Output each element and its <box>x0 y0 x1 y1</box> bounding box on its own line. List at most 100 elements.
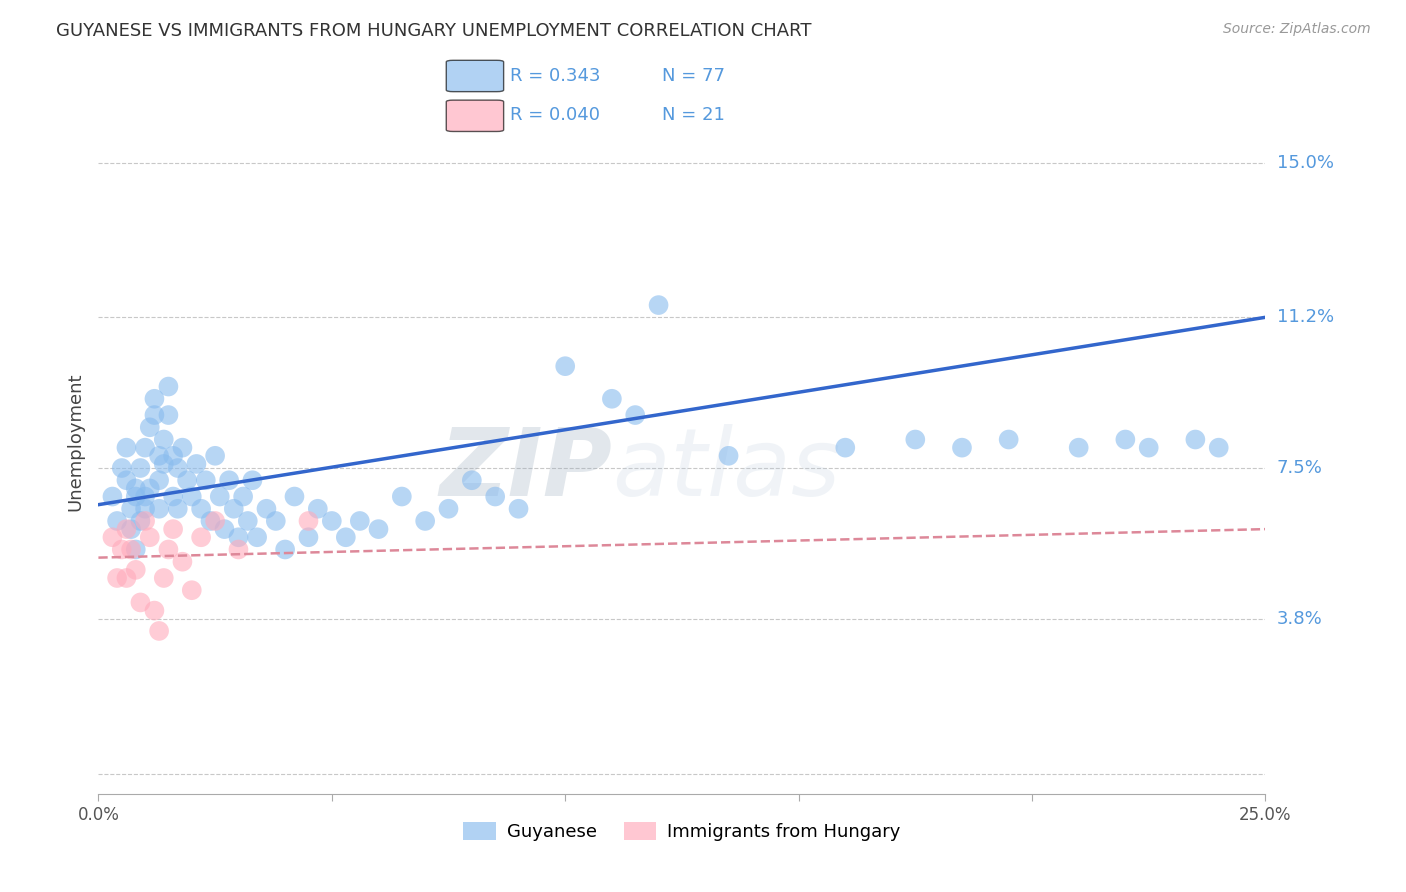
Point <box>190 530 212 544</box>
Point <box>717 449 740 463</box>
Legend: Guyanese, Immigrants from Hungary: Guyanese, Immigrants from Hungary <box>456 814 908 848</box>
Point <box>256 501 278 516</box>
Text: GUYANESE VS IMMIGRANTS FROM HUNGARY UNEMPLOYMENT CORRELATION CHART: GUYANESE VS IMMIGRANTS FROM HUNGARY UNEM… <box>56 22 811 40</box>
Point <box>274 542 297 557</box>
Point <box>162 490 184 504</box>
Point <box>101 530 124 544</box>
Point <box>214 522 236 536</box>
Point <box>157 408 180 422</box>
Text: Source: ZipAtlas.com: Source: ZipAtlas.com <box>1223 22 1371 37</box>
Point <box>228 542 250 557</box>
Point <box>120 501 142 516</box>
Point <box>115 571 138 585</box>
Point <box>204 449 226 463</box>
Point <box>125 482 148 496</box>
Point <box>600 392 623 406</box>
Point <box>125 542 148 557</box>
Point <box>111 542 134 557</box>
Point <box>1114 433 1136 447</box>
Point <box>105 571 128 585</box>
Point <box>190 501 212 516</box>
Point <box>647 298 669 312</box>
Point <box>129 461 152 475</box>
Point <box>166 461 188 475</box>
Point <box>152 571 174 585</box>
Point <box>508 501 530 516</box>
Y-axis label: Unemployment: Unemployment <box>66 372 84 511</box>
Point <box>236 514 259 528</box>
Point <box>232 490 254 504</box>
Point <box>180 490 202 504</box>
Point <box>950 441 973 455</box>
Point <box>391 490 413 504</box>
Text: N = 21: N = 21 <box>662 105 725 123</box>
Point <box>134 514 156 528</box>
Point <box>101 490 124 504</box>
Point <box>143 392 166 406</box>
Point <box>413 514 436 528</box>
Text: 15.0%: 15.0% <box>1277 153 1333 171</box>
Point <box>194 473 217 487</box>
Point <box>148 624 170 638</box>
Point <box>172 441 194 455</box>
Point <box>242 473 264 487</box>
Point <box>148 501 170 516</box>
Point <box>162 522 184 536</box>
Text: 7.5%: 7.5% <box>1277 459 1323 477</box>
Point <box>437 501 460 516</box>
Text: ZIP: ZIP <box>439 424 612 516</box>
Point <box>148 473 170 487</box>
Point <box>152 433 174 447</box>
Text: N = 77: N = 77 <box>662 67 725 85</box>
Point <box>200 514 222 528</box>
Point <box>904 433 927 447</box>
Point <box>1184 433 1206 447</box>
Point <box>172 555 194 569</box>
Point <box>166 501 188 516</box>
Point <box>105 514 128 528</box>
Point <box>180 583 202 598</box>
Point <box>461 473 484 487</box>
Point <box>264 514 287 528</box>
Point <box>125 490 148 504</box>
Point <box>120 522 142 536</box>
Point <box>125 563 148 577</box>
Point <box>208 490 231 504</box>
Point <box>1208 441 1230 455</box>
Point <box>134 441 156 455</box>
Point <box>204 514 226 528</box>
Point <box>997 433 1019 447</box>
Point <box>367 522 389 536</box>
Point <box>129 514 152 528</box>
Point <box>134 501 156 516</box>
Point <box>111 461 134 475</box>
Point <box>139 482 162 496</box>
Point <box>246 530 269 544</box>
Point <box>115 441 138 455</box>
Point <box>1137 441 1160 455</box>
Text: R = 0.040: R = 0.040 <box>510 105 600 123</box>
Point <box>162 449 184 463</box>
Point <box>176 473 198 487</box>
Point <box>148 449 170 463</box>
Point <box>115 522 138 536</box>
Point <box>222 501 245 516</box>
Point <box>283 490 305 504</box>
Point <box>335 530 357 544</box>
Point <box>228 530 250 544</box>
Text: 3.8%: 3.8% <box>1277 610 1322 628</box>
Point <box>484 490 506 504</box>
Point <box>624 408 647 422</box>
Text: R = 0.343: R = 0.343 <box>510 67 600 85</box>
Point <box>834 441 856 455</box>
Point <box>120 542 142 557</box>
Point <box>186 457 208 471</box>
Point <box>297 514 319 528</box>
FancyBboxPatch shape <box>446 61 503 92</box>
Point <box>139 530 162 544</box>
Point <box>1067 441 1090 455</box>
Text: atlas: atlas <box>612 425 841 516</box>
Point <box>157 542 180 557</box>
Point <box>143 408 166 422</box>
Point <box>157 379 180 393</box>
